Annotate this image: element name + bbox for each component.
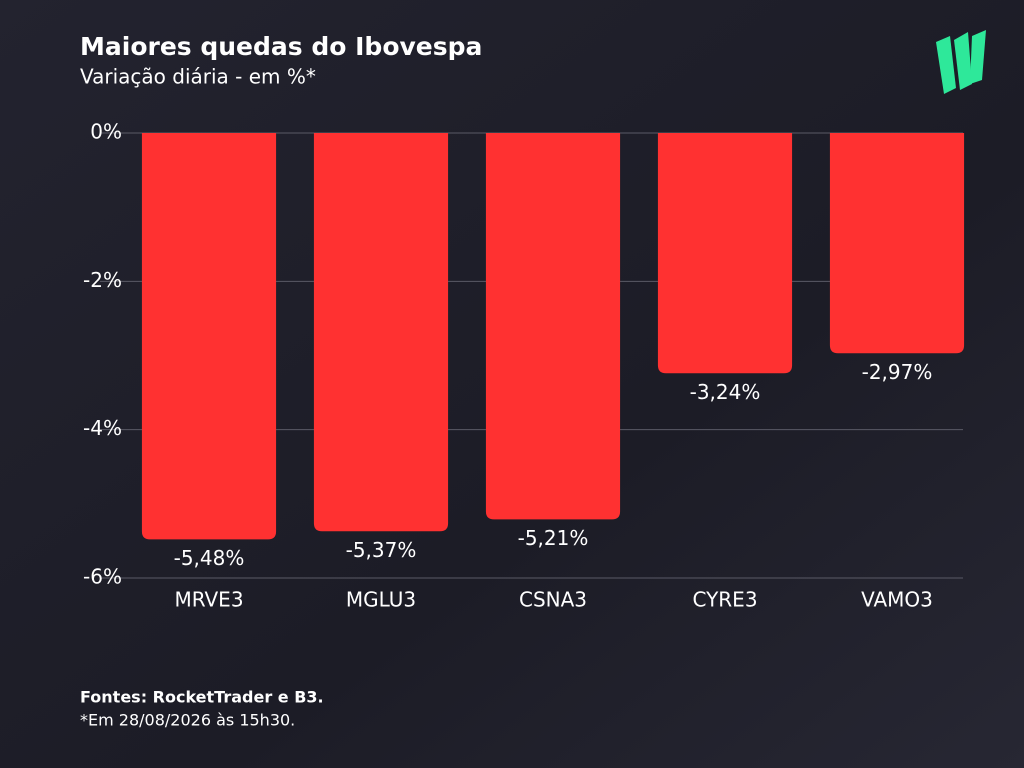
value-label: -5,48% <box>174 546 245 570</box>
logo <box>936 30 986 94</box>
x-tick-label: MRVE3 <box>174 588 243 612</box>
value-label: -3,24% <box>690 380 761 404</box>
y-tick-label: -6% <box>83 565 122 589</box>
value-label: -2,97% <box>862 360 933 384</box>
note: *Em 28/08/2026 às 15h30. <box>80 711 295 730</box>
bar <box>313 133 449 532</box>
source: Fontes: RocketTrader e B3. <box>80 688 324 707</box>
bar <box>829 133 965 354</box>
bar <box>485 133 621 520</box>
y-tick-label: -4% <box>83 416 122 440</box>
x-tick-label: MGLU3 <box>346 588 416 612</box>
x-tick-label: CSNA3 <box>519 588 587 612</box>
chart-subtitle: Variação diária - em %* <box>80 65 316 89</box>
chart-title: Maiores quedas do Ibovespa <box>80 32 482 61</box>
bar <box>657 133 793 374</box>
y-tick-label: 0% <box>90 120 122 144</box>
bar <box>141 133 277 540</box>
y-tick-label: -2% <box>83 268 122 292</box>
value-label: -5,21% <box>518 526 589 550</box>
x-tick-label: CYRE3 <box>692 588 757 612</box>
x-tick-label: VAMO3 <box>861 588 933 612</box>
value-label: -5,37% <box>346 538 417 562</box>
